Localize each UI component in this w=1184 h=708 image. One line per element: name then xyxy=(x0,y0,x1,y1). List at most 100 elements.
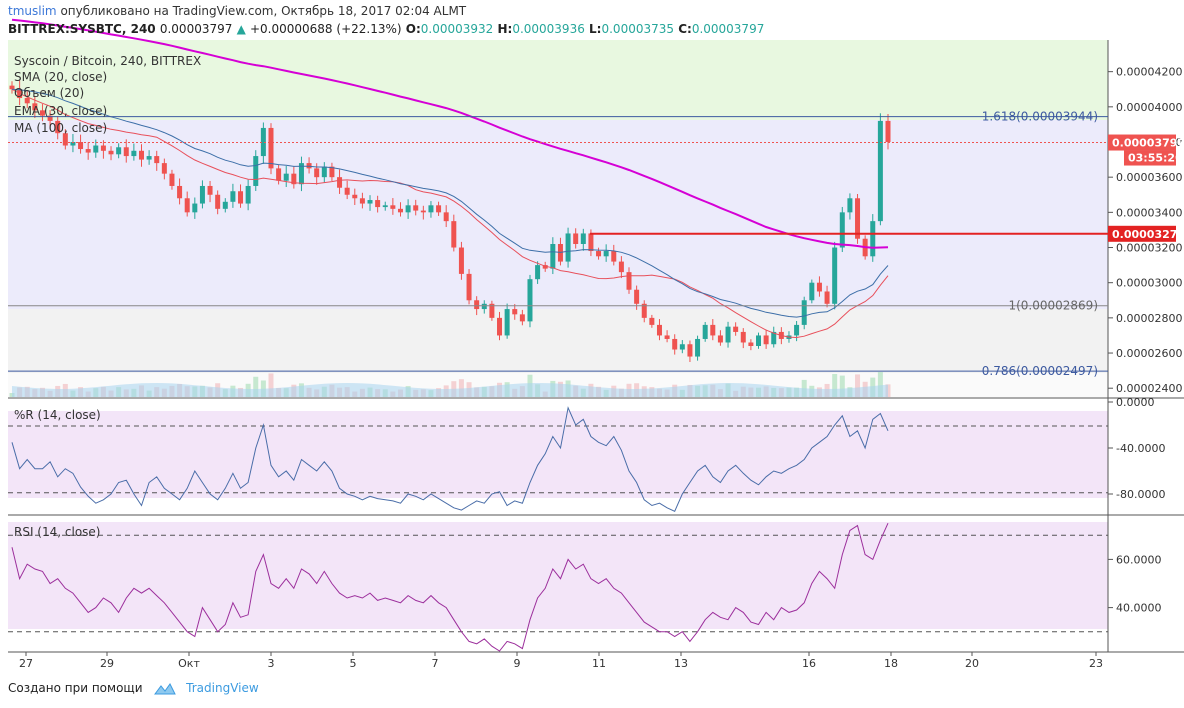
candle-body xyxy=(573,233,579,244)
sma-20-line xyxy=(11,88,889,339)
time-tick-label: 29 xyxy=(100,657,114,670)
candle-body xyxy=(93,145,99,153)
candle-body xyxy=(192,203,198,213)
rsi-tick-label: 60.0000 xyxy=(1116,553,1162,566)
publish-line: tmuslim опубликовано на TradingView.com,… xyxy=(8,3,466,19)
candle-body xyxy=(847,198,853,213)
candle-body xyxy=(443,212,449,222)
candle-body xyxy=(687,344,693,357)
candle-body xyxy=(565,233,571,262)
candle-body xyxy=(717,335,723,343)
price-tick-label: 0.00003600 xyxy=(1116,171,1182,184)
candle-body xyxy=(413,205,419,211)
candle-body xyxy=(138,150,144,160)
candle-body xyxy=(238,191,244,204)
candle-body xyxy=(390,205,396,209)
footer: Создано при помощи TradingView xyxy=(8,680,259,696)
candle-body xyxy=(504,309,510,336)
support-label: 0.00003278 xyxy=(1112,228,1184,241)
candle-body xyxy=(877,120,883,222)
volume-bar xyxy=(877,372,883,397)
williams-panel-bg xyxy=(8,411,1108,498)
candle-body xyxy=(710,324,716,336)
price-tick-label: 0.00002600 xyxy=(1116,347,1182,360)
candle-body xyxy=(702,324,708,339)
candle-body xyxy=(512,309,518,315)
high-value: 0.00003936 xyxy=(512,22,585,36)
candle-body xyxy=(337,177,343,188)
candle-body xyxy=(397,208,403,213)
candle-body xyxy=(832,247,838,304)
williams-band xyxy=(8,411,1108,498)
fib-label: 1(0.00002869) xyxy=(1008,299,1098,313)
up-arrow-icon: ▲ xyxy=(236,22,246,36)
candle-body xyxy=(276,168,282,181)
time-tick-label: 3 xyxy=(268,657,275,670)
volume-bar xyxy=(253,376,259,397)
candle-body xyxy=(199,185,205,204)
williams-tick-label: -40.0000 xyxy=(1116,442,1165,455)
candle-body xyxy=(824,291,830,304)
candle-body xyxy=(481,303,487,310)
time-tick-label: 20 xyxy=(965,657,979,670)
candle-body xyxy=(116,147,122,155)
author-link[interactable]: tmuslim xyxy=(8,4,57,18)
candle-body xyxy=(298,163,304,185)
candle-body xyxy=(527,279,533,322)
candle-body xyxy=(649,317,655,325)
candle-body xyxy=(588,233,594,252)
candle-body xyxy=(70,142,76,146)
legend-volume: Объем (20) xyxy=(14,86,84,100)
candle-body xyxy=(626,272,632,290)
candle-body xyxy=(489,303,495,318)
williams-tick-label: -80.0000 xyxy=(1116,488,1165,501)
countdown-tag xyxy=(1124,150,1176,166)
candle-body xyxy=(161,163,167,174)
candle-body xyxy=(550,244,556,269)
candle-body xyxy=(352,194,358,199)
candle-body xyxy=(9,85,15,90)
time-axis: 27 29 Окт 3 5 7 9 11 13 16 18 20 23 xyxy=(19,652,1103,670)
candle-body xyxy=(207,185,213,195)
tradingview-link[interactable]: TradingView xyxy=(186,681,259,695)
candle-body xyxy=(763,335,769,345)
candle-body xyxy=(123,147,129,157)
candle-body xyxy=(260,127,266,157)
candle-body xyxy=(816,282,822,292)
candle-body xyxy=(108,150,114,155)
candle-body xyxy=(321,166,327,178)
candle-body xyxy=(100,145,106,151)
candle-body xyxy=(451,221,457,248)
candle-body xyxy=(314,168,320,178)
candle-body xyxy=(656,324,662,336)
candle-body xyxy=(184,198,190,213)
support-tag xyxy=(1108,225,1176,242)
candle-body xyxy=(291,173,297,185)
candle-body xyxy=(245,185,251,204)
rsi-line xyxy=(11,522,889,652)
legend-ma: MA (100, close) xyxy=(14,121,107,135)
candle-body xyxy=(177,185,183,199)
candle-body xyxy=(641,303,647,318)
candle-body xyxy=(580,233,586,244)
tradingview-logo-icon[interactable] xyxy=(154,682,177,696)
time-tick-label: 11 xyxy=(592,657,606,670)
price-tick-label: 0.00004200 xyxy=(1116,66,1182,79)
candle-body xyxy=(596,251,602,257)
zone-mid xyxy=(8,120,1108,309)
time-tick-label: Окт xyxy=(178,657,200,670)
candle-body xyxy=(801,300,807,325)
volume-bar xyxy=(268,373,274,397)
high-label: H: xyxy=(497,22,513,36)
candle-body xyxy=(169,173,175,186)
candle-body xyxy=(535,265,541,280)
candle-body xyxy=(679,344,685,350)
volume-bar xyxy=(832,374,838,397)
symbol-line: BITTREX:SYSBTC, 240 0.00003797 ▲ +0.0000… xyxy=(8,21,764,37)
candle-body xyxy=(329,166,335,178)
candle-body xyxy=(695,338,701,357)
candle-body xyxy=(222,201,228,209)
last-price-tag xyxy=(1108,134,1176,151)
candle-body xyxy=(839,212,845,248)
symbol: BITTREX:SYSBTC, 240 xyxy=(8,22,156,36)
